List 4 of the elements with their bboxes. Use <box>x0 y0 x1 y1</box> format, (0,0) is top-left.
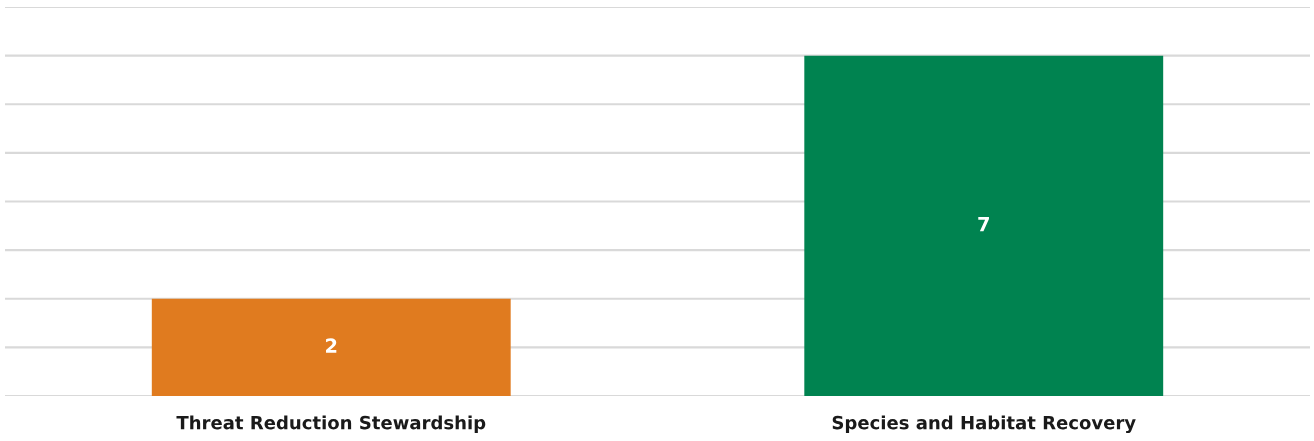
data-label: 2 <box>326 338 337 353</box>
data-label: 7 <box>978 217 989 232</box>
x-tick-label: Threat Reduction Stewardship <box>176 415 486 433</box>
x-tick-label: Species and Habitat Recovery <box>832 415 1136 434</box>
